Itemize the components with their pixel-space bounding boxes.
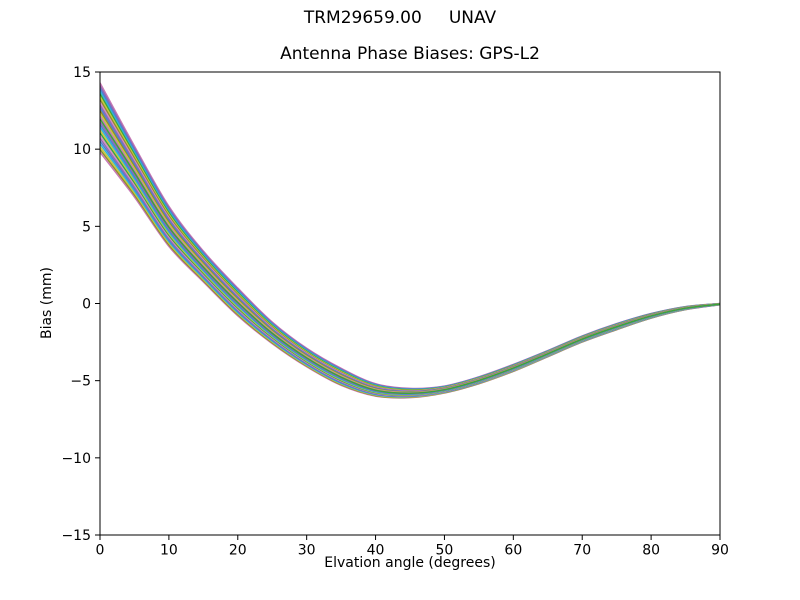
axes-frame <box>99 71 721 536</box>
y-axis-label-text: Bias (mm) <box>39 266 55 340</box>
bias-curve-curve-22 <box>100 123 720 395</box>
x-tick-label: 60 <box>504 543 522 559</box>
x-axis-label: Elvation angle (degrees) <box>324 555 496 571</box>
y-tick-label: 0 <box>82 297 91 313</box>
figure-suptitle: TRM29659.00 UNAV <box>303 8 497 28</box>
y-tick-label: −15 <box>61 528 91 544</box>
bias-curve-curve-25 <box>100 115 720 394</box>
bias-curve-curve-20 <box>100 126 720 396</box>
x-axis-ticks: 0 10 20 30 40 50 60 70 80 90 <box>96 535 729 559</box>
bias-curve-curve-21 <box>100 109 720 393</box>
bias-curve-curve-03 <box>100 84 720 390</box>
axes-title: Antenna Phase Biases: GPS-L2 <box>280 44 540 64</box>
bias-curves-group <box>100 82 720 399</box>
bias-curve-curve-24 <box>100 120 720 395</box>
x-tick-label: 70 <box>573 543 591 559</box>
y-tick-label: −5 <box>70 374 91 390</box>
y-tick-label: 5 <box>82 219 91 235</box>
x-tick-label: 10 <box>160 543 178 559</box>
x-tick-label: 90 <box>711 543 729 559</box>
y-tick-label: −10 <box>61 451 91 467</box>
y-tick-label: 15 <box>73 65 91 81</box>
bias-curve-curve-17 <box>100 104 720 393</box>
y-axis-ticks: 15 10 5 0 −5 −10 −15 <box>61 65 100 544</box>
bias-curve-curve-01 <box>100 82 720 390</box>
x-tick-label: 0 <box>96 543 105 559</box>
x-tick-label: 50 <box>436 543 454 559</box>
x-tick-label: 30 <box>298 543 316 559</box>
bias-curve-curve-23 <box>100 112 720 394</box>
x-tick-label: 40 <box>367 543 385 559</box>
bias-curve-curve-19 <box>100 107 720 393</box>
x-tick-label: 20 <box>229 543 247 559</box>
bias-curve-curve-26 <box>100 118 720 394</box>
bias-curve-curve-04 <box>100 148 720 399</box>
y-tick-label: 10 <box>73 142 91 158</box>
x-tick-label: 80 <box>642 543 660 559</box>
bias-curve-curve-02 <box>100 151 720 399</box>
